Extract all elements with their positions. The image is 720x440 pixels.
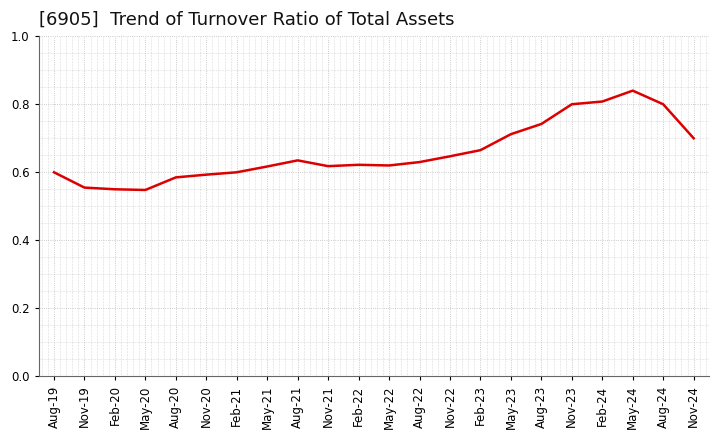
- Text: [6905]  Trend of Turnover Ratio of Total Assets: [6905] Trend of Turnover Ratio of Total …: [39, 11, 454, 29]
